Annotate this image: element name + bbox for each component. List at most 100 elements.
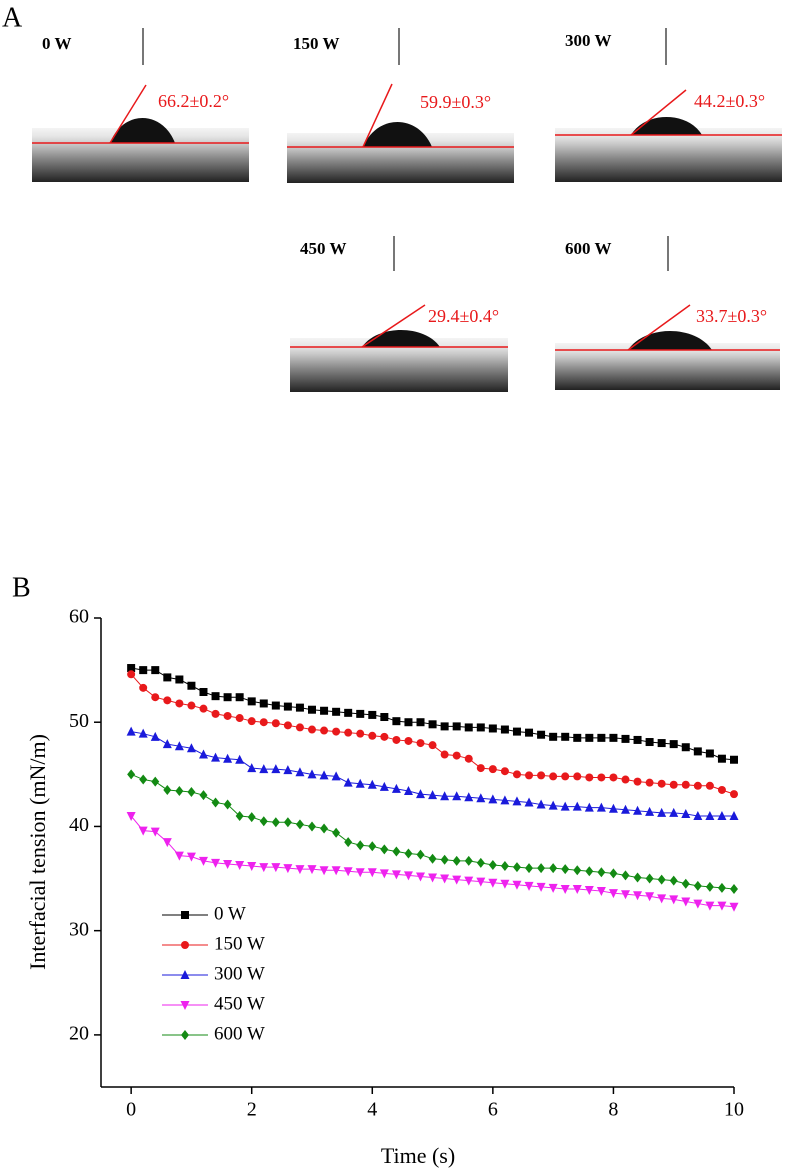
- marker: [331, 771, 341, 781]
- marker: [452, 751, 461, 760]
- legend-marker: [180, 1001, 190, 1010]
- marker: [259, 699, 268, 708]
- marker: [356, 729, 365, 738]
- marker: [368, 710, 377, 719]
- marker: [572, 884, 582, 894]
- marker: [524, 881, 534, 891]
- marker: [392, 735, 401, 744]
- marker: [235, 861, 245, 871]
- marker: [307, 865, 317, 875]
- marker: [729, 902, 739, 912]
- marker: [488, 765, 497, 774]
- y-tick-label: 40: [69, 814, 89, 836]
- marker: [596, 887, 606, 897]
- marker: [693, 747, 702, 756]
- marker: [139, 774, 148, 785]
- droplet: [110, 118, 175, 143]
- marker: [488, 860, 497, 871]
- marker: [308, 705, 316, 714]
- marker: [138, 728, 148, 738]
- marker: [186, 743, 196, 753]
- marker: [151, 666, 160, 675]
- power-label: 600 W: [565, 239, 611, 258]
- marker: [476, 877, 486, 887]
- marker: [537, 771, 546, 780]
- marker: [584, 802, 594, 812]
- marker: [235, 693, 244, 702]
- marker: [693, 781, 702, 790]
- marker: [428, 720, 437, 729]
- marker: [500, 795, 510, 805]
- marker: [452, 791, 462, 801]
- marker: [693, 811, 703, 821]
- marker: [162, 739, 172, 749]
- marker: [175, 786, 184, 797]
- marker: [295, 819, 304, 830]
- marker: [332, 727, 341, 736]
- marker: [464, 876, 474, 886]
- marker: [380, 732, 389, 741]
- marker: [187, 787, 196, 798]
- marker: [199, 704, 208, 713]
- legend-marker: [181, 1030, 189, 1040]
- marker: [572, 801, 582, 811]
- marker: [247, 717, 256, 726]
- marker: [464, 754, 473, 763]
- marker: [525, 771, 534, 780]
- marker: [621, 734, 630, 743]
- marker: [657, 894, 667, 904]
- marker: [404, 718, 413, 727]
- marker: [633, 735, 642, 744]
- marker: [211, 858, 221, 868]
- marker: [163, 673, 172, 682]
- marker: [428, 853, 437, 864]
- marker: [403, 786, 413, 796]
- marker: [608, 803, 618, 813]
- marker: [620, 804, 630, 814]
- marker: [308, 821, 316, 832]
- marker: [247, 862, 257, 872]
- marker: [319, 770, 329, 780]
- marker: [295, 723, 304, 732]
- droplet: [631, 117, 702, 135]
- marker: [416, 718, 425, 727]
- marker: [223, 799, 232, 810]
- marker: [633, 777, 642, 786]
- marker: [440, 791, 450, 801]
- marker: [368, 841, 377, 852]
- marker: [524, 797, 534, 807]
- marker: [548, 883, 558, 893]
- marker: [223, 693, 232, 702]
- droplet-image: [555, 128, 782, 182]
- x-axis-title: Time (s): [381, 1143, 455, 1168]
- marker: [488, 794, 498, 804]
- marker: [488, 724, 497, 733]
- marker: [476, 764, 485, 773]
- marker: [669, 780, 678, 789]
- contact-angle: 59.9±0.3°: [420, 92, 491, 112]
- marker: [391, 870, 401, 880]
- marker: [127, 769, 136, 780]
- marker: [283, 721, 292, 730]
- marker: [536, 799, 546, 809]
- legend-label: 150 W: [214, 933, 265, 954]
- marker: [271, 863, 281, 873]
- marker: [476, 857, 485, 868]
- marker: [368, 731, 377, 740]
- marker: [705, 901, 715, 911]
- marker: [211, 752, 221, 762]
- marker: [730, 883, 738, 894]
- marker: [162, 838, 172, 848]
- marker: [307, 769, 317, 779]
- marker: [367, 779, 377, 789]
- marker: [428, 741, 437, 750]
- marker: [657, 874, 666, 885]
- marker: [512, 796, 522, 806]
- marker: [283, 864, 293, 874]
- marker: [452, 722, 461, 731]
- marker: [211, 692, 220, 701]
- marker: [645, 806, 655, 816]
- marker: [343, 777, 353, 787]
- marker: [537, 730, 546, 739]
- marker: [681, 808, 691, 818]
